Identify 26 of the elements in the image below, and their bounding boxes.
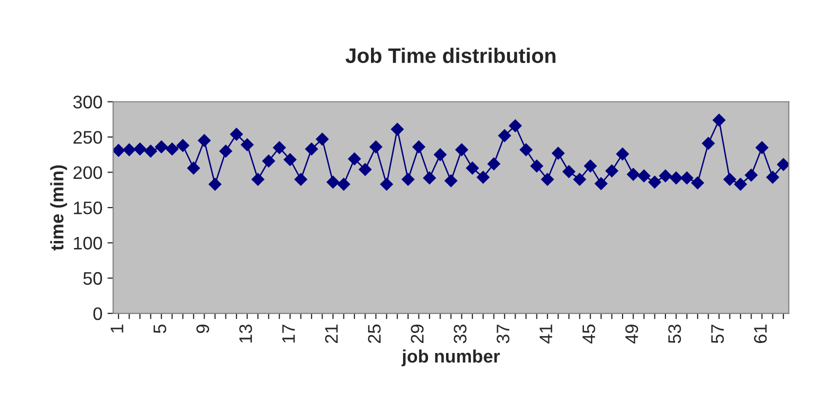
x-tick-label: 57	[711, 324, 724, 344]
x-tick-label: 41	[540, 324, 552, 344]
y-tick-label: 150	[74, 202, 102, 214]
x-tick-label: 53	[668, 324, 682, 344]
x-tick-label: 1	[110, 324, 124, 332]
y-tick-label: 0	[93, 307, 102, 320]
y-tick-label: 100	[74, 236, 102, 250]
x-tick-label: 5	[154, 324, 166, 334]
y-tick-label: 200	[74, 166, 102, 180]
x-tick-label: 9	[196, 324, 210, 333]
x-tick-label: 49	[625, 324, 638, 344]
y-tick-label: 300	[73, 96, 102, 108]
y-tick-label: 250	[74, 130, 102, 144]
y-axis-title: time (min)	[50, 165, 68, 250]
chart-title: Job Time distribution	[346, 48, 556, 64]
x-tick-label: 25	[368, 324, 381, 343]
x-tick-label: 37	[496, 324, 510, 344]
x-tick-label: 13	[239, 324, 252, 343]
x-tick-label: 17	[282, 324, 295, 343]
x-tick-label: 21	[325, 324, 338, 343]
y-tick-label: 50	[83, 272, 102, 285]
x-tick-label: 45	[582, 324, 596, 344]
x-tick-label: 33	[454, 324, 467, 344]
x-tick-label: 61	[754, 324, 767, 343]
x-axis-title: job number	[402, 349, 500, 366]
x-tick-label: 29	[410, 324, 424, 343]
